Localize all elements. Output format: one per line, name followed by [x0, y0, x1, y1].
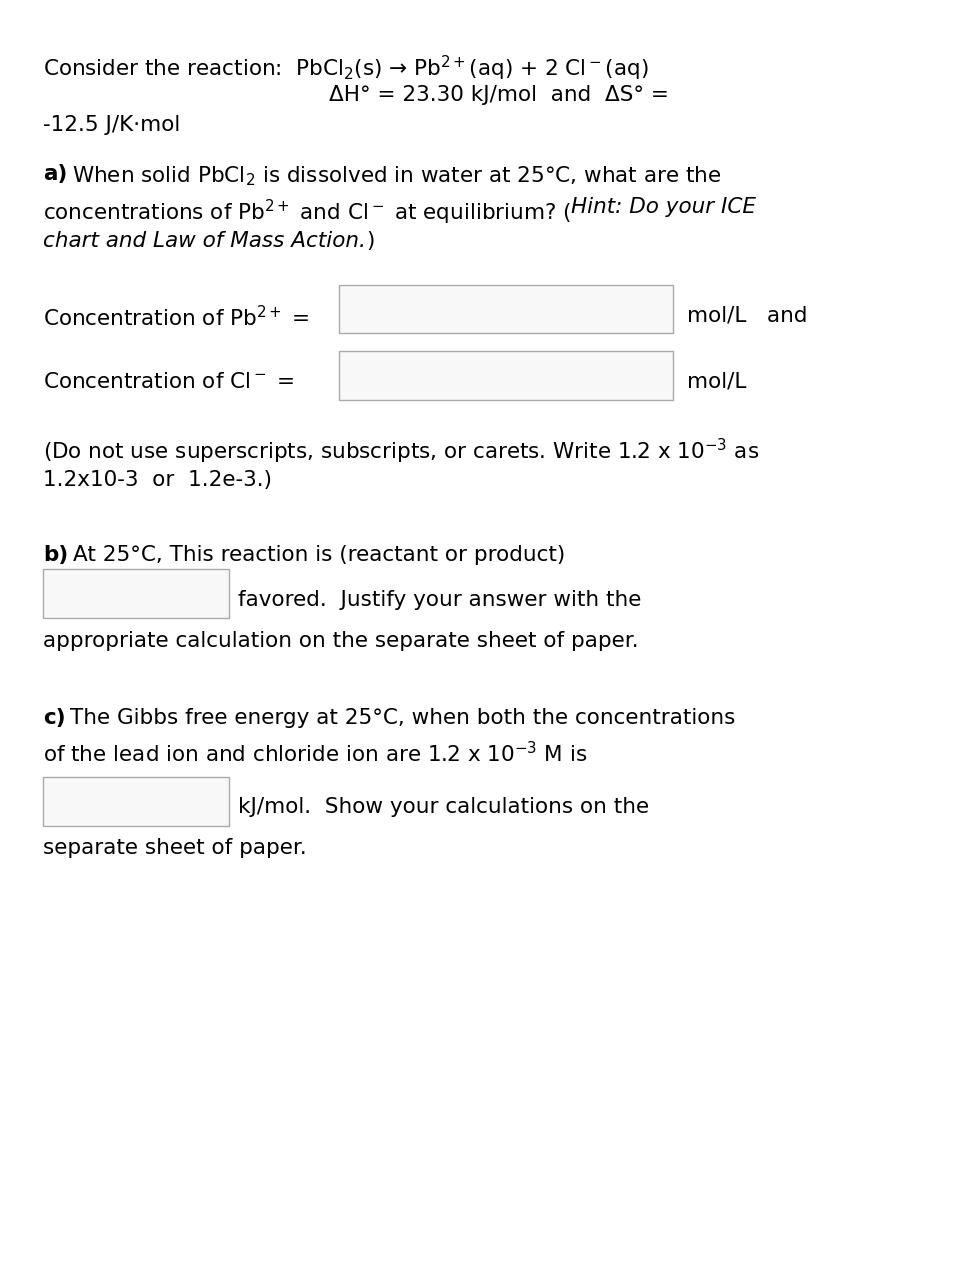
Text: The Gibbs free energy at 25°C, when both the concentrations: The Gibbs free energy at 25°C, when both…: [71, 708, 735, 728]
Text: When solid PbCl$_2$ is dissolved in water at 25°C, what are the: When solid PbCl$_2$ is dissolved in wate…: [72, 164, 720, 187]
Text: Concentration of Pb$^{2+}$ =: Concentration of Pb$^{2+}$ =: [43, 305, 309, 331]
Text: Hint: Do your ICE: Hint: Do your ICE: [570, 197, 755, 218]
FancyBboxPatch shape: [338, 285, 672, 333]
Text: chart and Law of Mass Action.: chart and Law of Mass Action.: [43, 231, 365, 251]
Text: separate sheet of paper.: separate sheet of paper.: [43, 838, 306, 859]
Text: favored.  Justify your answer with the: favored. Justify your answer with the: [238, 590, 641, 610]
FancyBboxPatch shape: [43, 777, 229, 826]
FancyBboxPatch shape: [338, 351, 672, 400]
Text: mol/L   and: mol/L and: [686, 305, 806, 326]
FancyBboxPatch shape: [43, 569, 229, 618]
Text: appropriate calculation on the separate sheet of paper.: appropriate calculation on the separate …: [43, 631, 638, 651]
Text: Consider the reaction:  PbCl$_2$(s) → Pb$^{2+}$(aq) + 2 Cl$^-$(aq): Consider the reaction: PbCl$_2$(s) → Pb$…: [43, 54, 648, 83]
Text: c): c): [43, 708, 66, 728]
Text: concentrations of Pb$^{2+}$ and Cl$^-$ at equilibrium? (: concentrations of Pb$^{2+}$ and Cl$^-$ a…: [43, 197, 570, 227]
Text: (Do not use superscripts, subscripts, or carets. Write 1.2 x 10$^{-3}$ as: (Do not use superscripts, subscripts, or…: [43, 437, 759, 467]
Text: -12.5 J/K·mol: -12.5 J/K·mol: [43, 115, 180, 136]
Text: mol/L: mol/L: [686, 372, 745, 392]
Text: ΔH° = 23.30 kJ/mol  and  ΔS° =: ΔH° = 23.30 kJ/mol and ΔS° =: [329, 85, 668, 105]
Text: kJ/mol.  Show your calculations on the: kJ/mol. Show your calculations on the: [238, 797, 649, 818]
Text: b): b): [43, 545, 68, 565]
Text: At 25°C, This reaction is (reactant or product): At 25°C, This reaction is (reactant or p…: [72, 545, 564, 565]
Text: 1.2x10-3  or  1.2e-3.): 1.2x10-3 or 1.2e-3.): [43, 470, 272, 491]
Text: of the lead ion and chloride ion are 1.2 x 10$^{-3}$ M is: of the lead ion and chloride ion are 1.2…: [43, 741, 587, 767]
Text: ): ): [365, 231, 374, 251]
Text: a): a): [43, 164, 68, 185]
Text: Concentration of Cl$^-$ =: Concentration of Cl$^-$ =: [43, 372, 294, 392]
